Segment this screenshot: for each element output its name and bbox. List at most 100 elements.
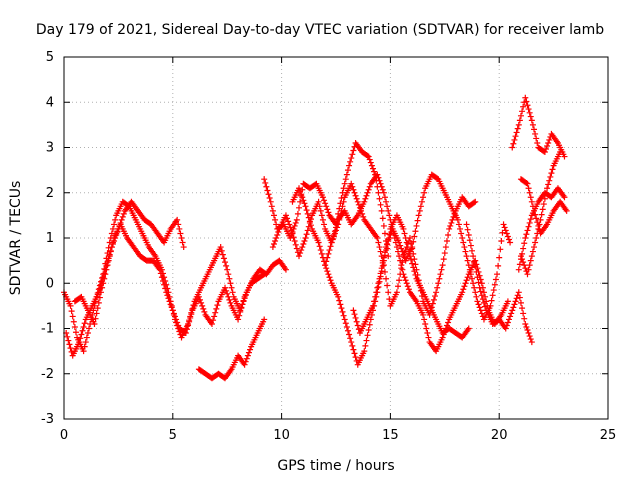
data-point-interp [505, 316, 512, 323]
data-point [454, 216, 461, 223]
data-point-interp [503, 230, 510, 237]
data-point-interp [272, 238, 279, 245]
data-point-interp [528, 198, 535, 205]
data-point-interp [106, 253, 113, 260]
data-point-interp [440, 256, 447, 263]
data-point-interp [239, 301, 246, 308]
data-point-interp [273, 235, 280, 241]
data-point-interp [545, 139, 552, 146]
data-point-interp [512, 298, 519, 305]
data-point-interp [411, 268, 418, 275]
x-tick-label: 20 [491, 428, 508, 443]
data-point-interp [298, 247, 305, 254]
data-point [474, 298, 481, 305]
data-point-interp [362, 195, 369, 202]
data-point-interp [201, 308, 208, 315]
data-point-interp [228, 284, 235, 291]
data-point-interp [418, 198, 425, 205]
data-point-interp [342, 320, 349, 327]
data-point-interp [504, 233, 511, 240]
data-point-interp [533, 135, 540, 142]
data-point-interp [464, 226, 471, 233]
data-point-interp [496, 254, 503, 261]
data-point-interp [457, 225, 464, 232]
data-point [282, 212, 289, 219]
data-point-interp [200, 305, 207, 312]
data-point [195, 293, 202, 300]
data-point [169, 307, 176, 314]
data-point-interp [378, 183, 385, 190]
data-point-interp [508, 310, 515, 317]
data-points [61, 94, 570, 382]
data-point-interp [526, 333, 533, 340]
data-point-interp [381, 194, 388, 201]
data-point-interp [284, 215, 291, 222]
data-point [287, 235, 294, 241]
data-point [361, 348, 368, 355]
data-point-interp [340, 185, 347, 192]
data-point-interp [385, 289, 392, 296]
data-point [400, 271, 407, 278]
data-point-interp [408, 256, 415, 263]
data-point-interp [111, 221, 118, 228]
data-point-interp [70, 318, 77, 325]
data-point-interp [224, 290, 231, 297]
data-point-interp [109, 239, 116, 246]
data-point [261, 176, 268, 183]
data-point-interp [244, 352, 251, 359]
data-point [420, 311, 427, 318]
y-tick-label: -3 [41, 412, 54, 427]
data-point-interp [270, 212, 277, 219]
data-point-interp [398, 245, 405, 252]
data-point-interp [93, 310, 100, 317]
data-point-interp [350, 147, 357, 154]
x-tick-label: 25 [600, 428, 617, 443]
series-track-10 [463, 221, 535, 346]
data-point-interp [512, 133, 519, 140]
data-point [387, 216, 394, 223]
data-point-interp [480, 299, 487, 306]
data-point-interp [449, 216, 456, 223]
data-point-interp [333, 224, 339, 231]
data-point [261, 316, 268, 323]
data-point-interp [495, 262, 502, 269]
data-point-interp [175, 221, 182, 228]
data-point [319, 194, 326, 201]
data-point-interp [503, 322, 510, 329]
data-point-interp [341, 180, 348, 187]
data-point [472, 257, 479, 264]
data-point-interp [179, 239, 186, 246]
data-point [517, 253, 524, 260]
data-point-interp [300, 197, 307, 204]
data-point-interp [436, 275, 443, 282]
data-point-interp [527, 194, 534, 201]
data-point-interp [520, 103, 527, 110]
data-point-interp [359, 210, 366, 217]
data-point-interp [71, 323, 78, 330]
data-point-interp [478, 310, 485, 317]
data-point-interp [531, 126, 538, 133]
data-point-interp [99, 284, 106, 291]
data-point [383, 244, 390, 251]
data-point-interp [162, 285, 169, 292]
data-point-interp [108, 244, 115, 251]
data-point [180, 244, 187, 251]
data-point-interp [197, 296, 203, 303]
data-point-interp [471, 284, 478, 291]
data-point-interp [511, 301, 518, 308]
data-point-interp [536, 221, 543, 228]
data-point-interp [161, 281, 168, 288]
data-point [385, 253, 392, 260]
data-point [522, 235, 529, 241]
data-point [502, 325, 509, 332]
data-point-interp [447, 222, 454, 229]
data-point-interp [402, 247, 409, 254]
data-point-interp [546, 136, 553, 143]
data-point-interp [445, 231, 452, 238]
data-point-interp [526, 219, 533, 226]
data-point-interp [375, 189, 382, 196]
data-point-interp [434, 175, 441, 182]
data-point-interp [395, 283, 402, 290]
data-point-interp [385, 207, 392, 214]
series-track-3 [71, 221, 268, 337]
